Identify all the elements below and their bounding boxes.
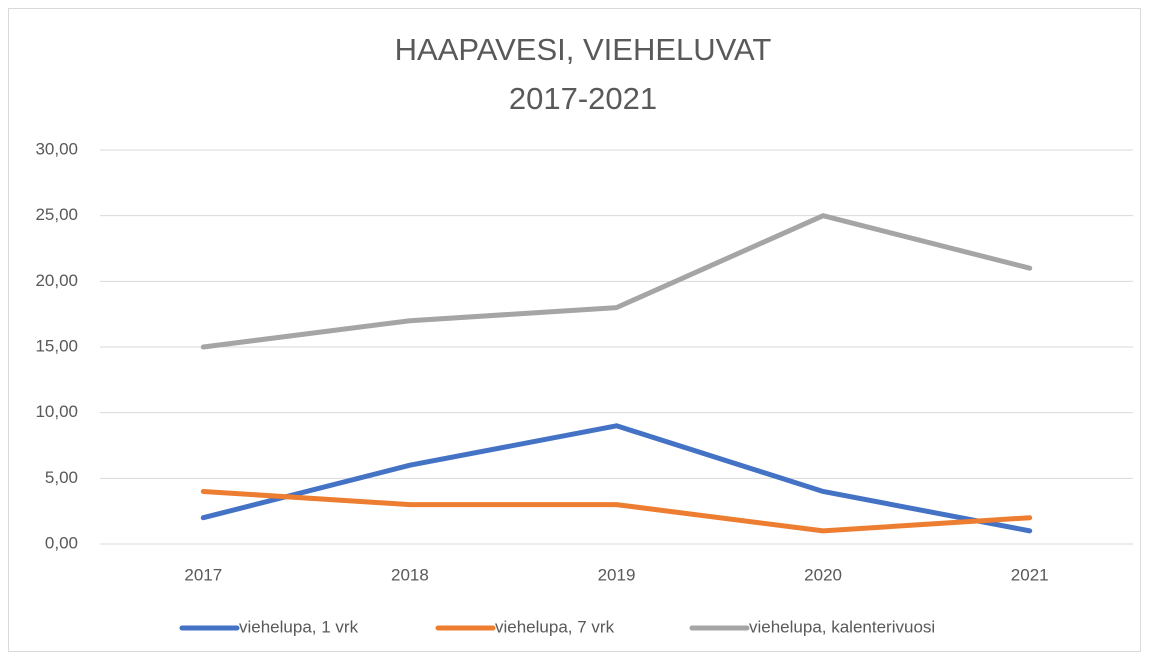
series-line	[200, 213, 1033, 350]
legend-label: viehelupa, 7 vrk	[495, 617, 615, 636]
chart-title: HAAPAVESI, VIEHELUVAT	[395, 32, 772, 67]
x-tick-label: 2019	[598, 565, 636, 584]
x-tick-label: 2021	[1011, 565, 1049, 584]
series-line	[200, 423, 1033, 534]
legend-label: viehelupa, 1 vrk	[239, 617, 359, 636]
x-tick-label: 2020	[804, 565, 842, 584]
x-tick-label: 2017	[184, 565, 222, 584]
y-tick-label: 25,00	[35, 205, 78, 224]
y-tick-label: 10,00	[35, 402, 78, 421]
legend-label: viehelupa, kalenterivuosi	[749, 617, 935, 636]
y-tick-label: 30,00	[35, 139, 78, 158]
x-tick-label: 2018	[391, 565, 429, 584]
y-tick-label: 15,00	[35, 336, 78, 355]
series-line	[200, 488, 1033, 534]
y-tick-label: 20,00	[35, 271, 78, 290]
y-tick-label: 5,00	[45, 468, 78, 487]
y-tick-label: 0,00	[45, 533, 78, 552]
chart-subtitle: 2017-2021	[509, 81, 657, 116]
